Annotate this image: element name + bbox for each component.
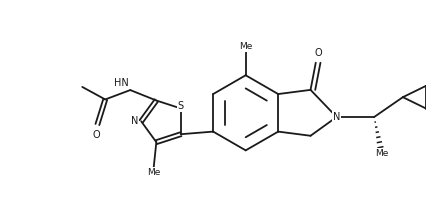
Text: Me: Me [147,168,161,177]
Text: Me: Me [239,42,253,51]
Text: Me: Me [375,149,389,158]
Text: O: O [314,47,322,58]
Text: O: O [92,130,100,140]
Text: N: N [131,116,138,126]
Text: HN: HN [114,78,129,88]
Text: S: S [178,101,184,111]
Text: N: N [333,112,340,122]
